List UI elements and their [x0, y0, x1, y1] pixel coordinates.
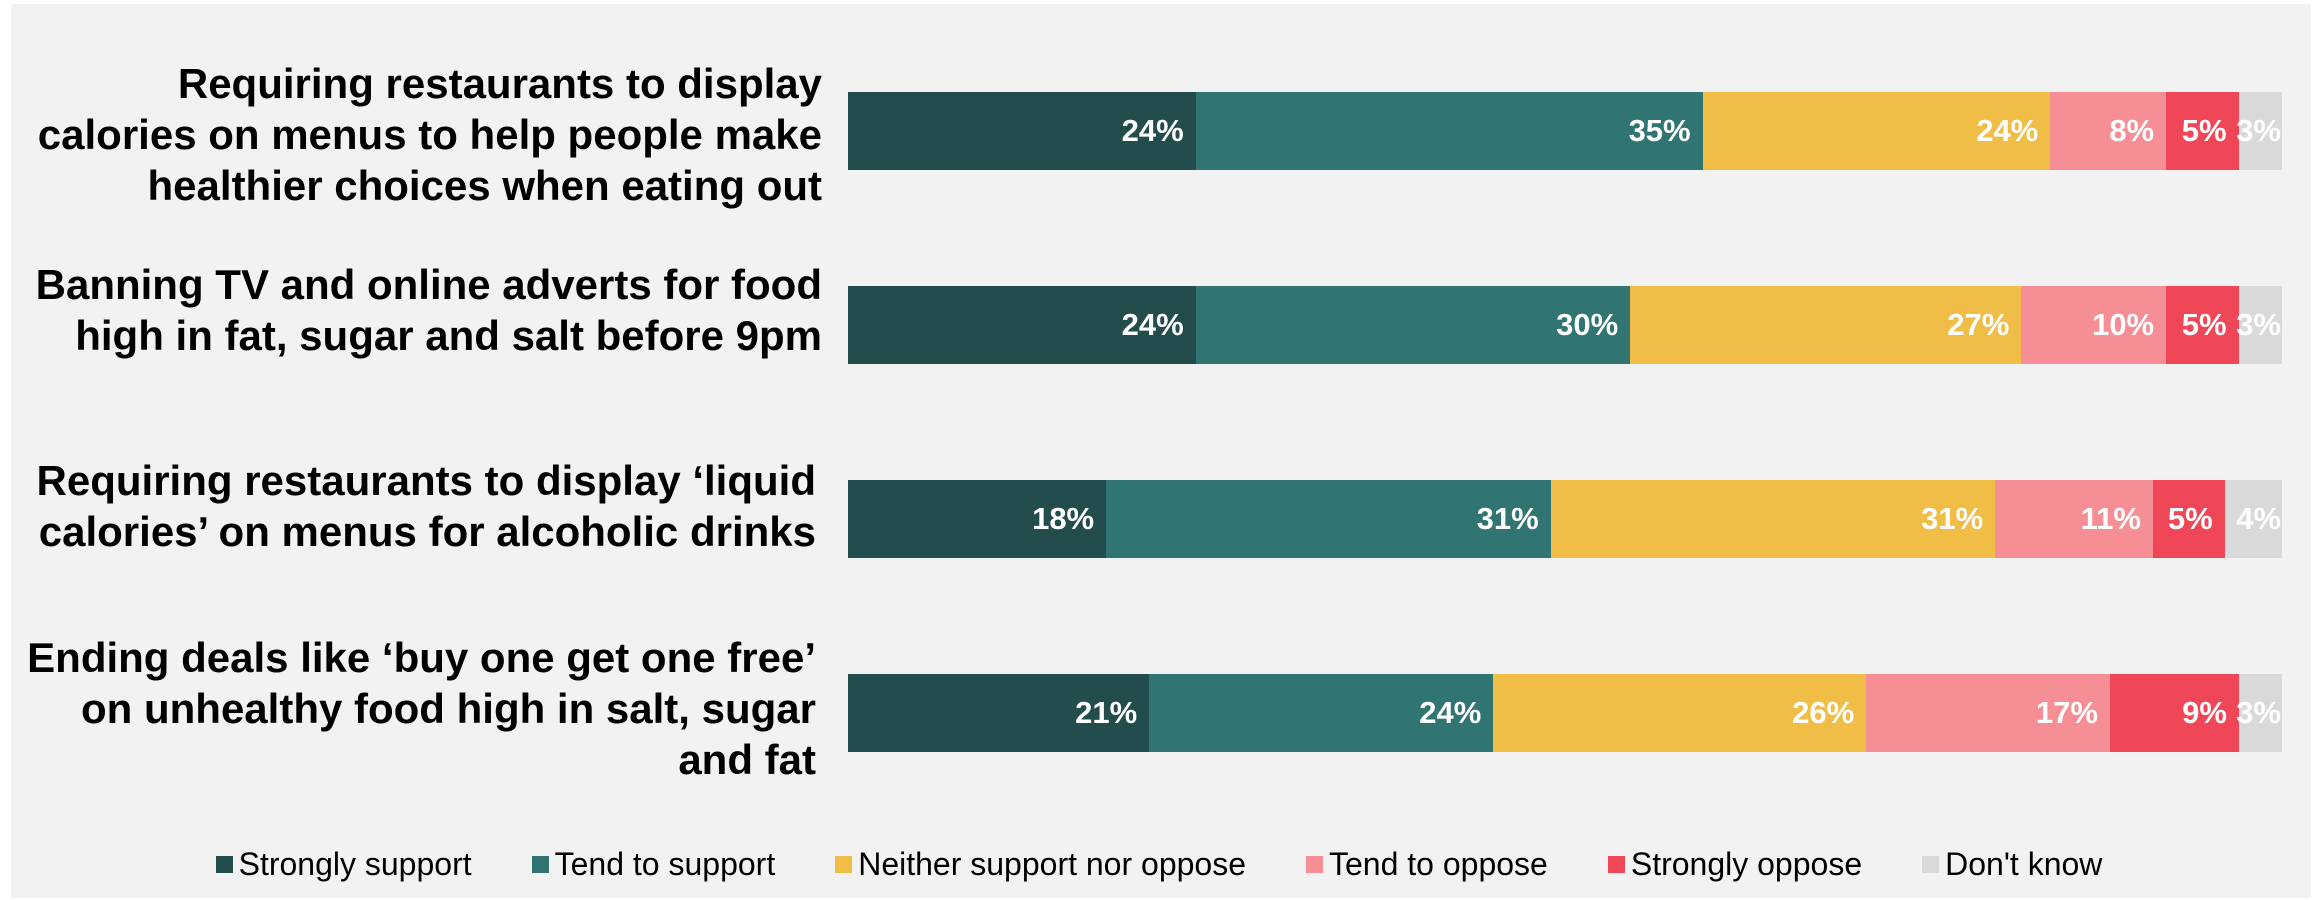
row-label-3-line-2: calories’ on menus for alcoholic drinks: [38, 508, 816, 555]
data-label-row1-strongly-oppose: 5%: [2181, 113, 2227, 148]
data-label-row3-tend-to-support: 31%: [1476, 501, 1539, 536]
legend-item-tend-to-support: Tend to support: [531, 845, 776, 883]
data-label-row3-dont-know: 4%: [2236, 501, 2281, 536]
row-label-2-line-1: Banning TV and online adverts for food: [35, 261, 822, 308]
bar-segment-row3-neither: [1550, 480, 1996, 558]
row-label-4-line-1: Ending deals like ‘buy one get one free’: [27, 634, 816, 681]
bar-segment-row4-strongly-support: [848, 674, 1150, 752]
data-label-row4-neither: 26%: [1792, 695, 1855, 730]
legend: Strongly support Tend to support Neither…: [0, 842, 2318, 886]
data-label-row2-tend-to-oppose: 10%: [2092, 307, 2155, 342]
data-label-row2-neither: 27%: [1947, 307, 2010, 342]
legend-swatch-dont-know: [1922, 855, 1940, 873]
legend-item-neither: Neither support nor oppose: [835, 846, 1246, 883]
data-label-row4-tend-to-support: 24%: [1419, 695, 1482, 730]
legend-label-neither: Neither support nor oppose: [858, 845, 1246, 882]
row-label-1-line-3: healthier choices when eating out: [147, 162, 822, 209]
bar-segment-row3-tend-to-oppose: [1995, 480, 2153, 558]
data-label-row3-tend-to-oppose: 11%: [2080, 501, 2141, 536]
row-label-3-line-1: Requiring restaurants to display ‘liquid: [36, 457, 816, 504]
bar-segment-row2-dont-know: [2238, 286, 2282, 364]
row-label-3: Requiring restaurants to display ‘liquid…: [0, 455, 816, 557]
bar-segment-row1-tend-to-support: [1195, 92, 1703, 170]
bar-segment-row2-tend-to-support: [1195, 286, 1631, 364]
row-label-1-line-1: Requiring restaurants to display: [177, 60, 822, 107]
row-label-2: Banning TV and online adverts for food h…: [2, 259, 822, 361]
row-label-1: Requiring restaurants to display calorie…: [2, 58, 822, 211]
bar-segment-row3-dont-know: [2224, 480, 2282, 558]
bar-segment-row2-neither: [1630, 286, 2022, 364]
bar-segment-row1-strongly-support: [848, 92, 1196, 170]
data-label-row1-tend-to-oppose: 8%: [2109, 113, 2155, 148]
bar-segment-row3-strongly-support: [848, 480, 1107, 558]
data-label-row4-dont-know: 3%: [2236, 695, 2281, 730]
bar-segment-row4-tend-to-oppose: [1866, 674, 2110, 752]
bar-segment-row2-strongly-oppose: [2166, 286, 2239, 364]
bar-segment-row4-dont-know: [2238, 674, 2282, 752]
bar-segment-row1-strongly-oppose: [2166, 92, 2239, 170]
legend-swatch-tend-to-oppose: [1306, 855, 1323, 873]
data-label-row4-strongly-oppose: 9%: [2182, 695, 2227, 730]
bar-segment-row1-neither: [1702, 92, 2051, 170]
row-label-1-line-2: calories on menus to help people make: [37, 111, 822, 158]
bar-segment-row2-tend-to-oppose: [2021, 286, 2167, 364]
bar-segment-row2-strongly-support: [848, 286, 1196, 364]
bar-segment-row1-dont-know: [2238, 92, 2282, 170]
bar-segment-row3-tend-to-support: [1106, 480, 1551, 558]
data-label-row1-tend-to-support: 35%: [1628, 113, 1691, 148]
data-label-row3-neither: 31%: [1921, 501, 1984, 536]
data-label-row4-strongly-support: 21%: [1075, 695, 1138, 730]
legend-item-strongly-oppose: Strongly oppose: [1607, 845, 1863, 883]
legend-swatch-strongly-support: [215, 855, 233, 873]
data-label-row2-dont-know: 3%: [2236, 307, 2281, 342]
row-label-4-line-2: on unhealthy food high in salt, sugar: [81, 685, 816, 732]
legend-label-strongly-support: Strongly support: [238, 845, 472, 882]
legend-item-strongly-support: Strongly support: [215, 845, 472, 883]
data-label-row3-strongly-oppose: 5%: [2167, 501, 2213, 536]
data-label-row2-strongly-oppose: 5%: [2181, 307, 2227, 342]
data-label-row2-tend-to-support: 30%: [1556, 307, 1619, 342]
bar-segment-row4-tend-to-support: [1149, 674, 1494, 752]
row-label-2-line-2: high in fat, sugar and salt before 9pm: [75, 312, 822, 359]
data-label-row2-strongly-support: 24%: [1121, 307, 1184, 342]
legend-swatch-strongly-oppose: [1607, 855, 1625, 873]
legend-label-tend-to-support: Tend to support: [554, 845, 776, 882]
row-label-4-line-3: and fat: [678, 736, 816, 783]
bar-segment-row1-tend-to-oppose: [2050, 92, 2167, 170]
data-label-row1-neither: 24%: [1976, 113, 2039, 148]
legend-label-strongly-oppose: Strongly oppose: [1630, 845, 1863, 882]
legend-item-tend-to-oppose: Tend to oppose: [1306, 846, 1548, 883]
data-label-row3-strongly-support: 18%: [1032, 501, 1095, 536]
bar-segment-row4-strongly-oppose: [2109, 674, 2239, 752]
legend-label-dont-know: Don't know: [1945, 845, 2103, 882]
bar-segment-row4-neither: [1493, 674, 1867, 752]
data-label-row1-dont-know: 3%: [2236, 113, 2281, 148]
legend-swatch-neither: [835, 855, 853, 873]
bar-segment-row3-strongly-oppose: [2152, 480, 2225, 558]
legend-item-dont-know: Don't know: [1922, 846, 2102, 883]
data-label-row4-tend-to-oppose: 17%: [2035, 695, 2098, 730]
legend-label-tend-to-oppose: Tend to oppose: [1329, 845, 1548, 882]
data-label-row1-strongly-support: 24%: [1121, 113, 1184, 148]
legend-swatch-tend-to-support: [531, 855, 549, 873]
row-label-4: Ending deals like ‘buy one get one free’…: [0, 632, 816, 785]
